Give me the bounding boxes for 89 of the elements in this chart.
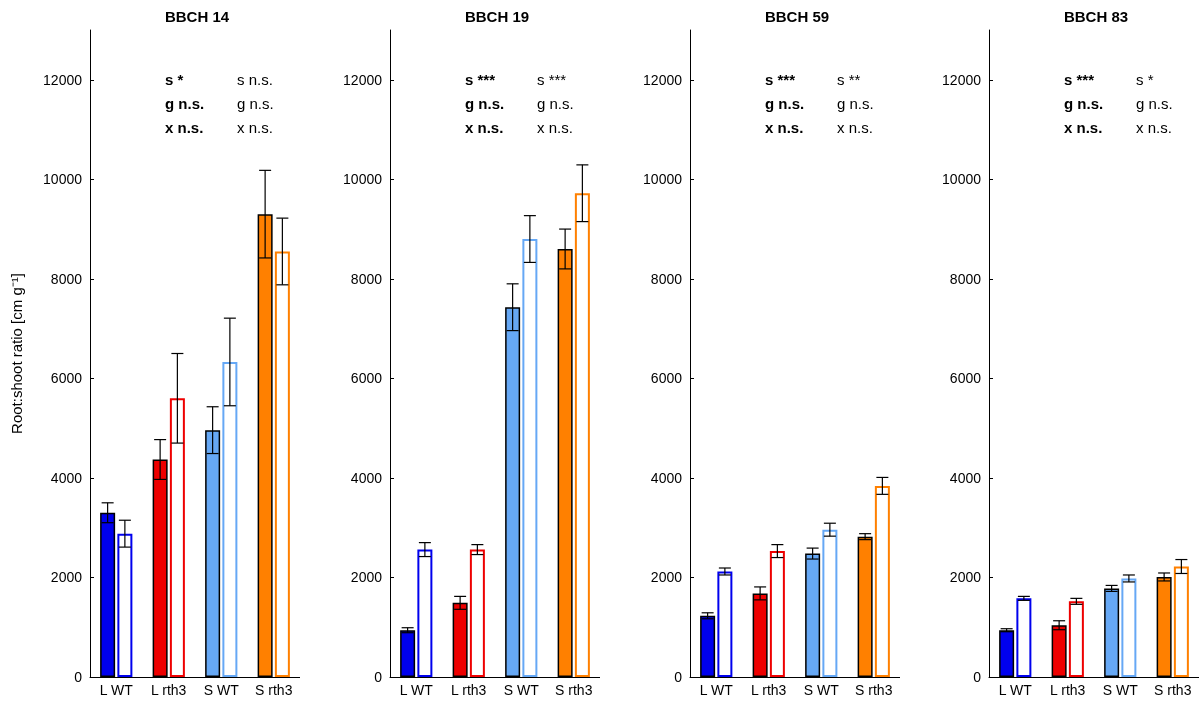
chart-title: BBCH 19 (464, 8, 530, 25)
y-tick-label: 12000 (43, 71, 83, 88)
y-tick-label: 4000 (50, 469, 83, 486)
x-tick-label: L WT (399, 682, 434, 698)
annotation: x n.s. (765, 119, 804, 136)
y-tick-label: 2000 (350, 569, 383, 586)
y-tick-label: 6000 (350, 370, 383, 387)
annotation: x n.s. (537, 119, 573, 136)
x-tick-label: L WT (699, 682, 734, 698)
chart-title: BBCH 59 (764, 8, 830, 25)
y-tick-label: 12000 (942, 71, 982, 88)
x-tick-label: S WT (803, 682, 840, 698)
chart-title: BBCH 83 (1063, 8, 1129, 25)
bar (469, 549, 485, 677)
x-tick-label: L rth3 (451, 682, 487, 698)
annotation: s ** (837, 71, 861, 88)
y-tick-label: 12000 (343, 71, 383, 88)
annotation: x n.s. (837, 119, 873, 136)
y-tick-label: 10000 (43, 171, 83, 188)
annotation: g n.s. (1064, 95, 1104, 112)
annotation: s * (165, 71, 184, 88)
y-tick-label: 10000 (942, 171, 982, 188)
bar (1121, 578, 1137, 677)
annotation: x n.s. (237, 119, 273, 136)
y-tick-label: 0 (674, 669, 683, 685)
y-tick-label: 6000 (50, 370, 83, 387)
annotation: s *** (537, 71, 567, 88)
y-tick-label: 0 (374, 669, 383, 685)
annotation: g n.s. (765, 95, 805, 112)
annotation: s * (1136, 71, 1154, 88)
x-tick-label: L WT (998, 682, 1033, 698)
y-tick-label: 8000 (650, 270, 683, 287)
bar (874, 485, 890, 677)
x-tick-label: L rth3 (751, 682, 787, 698)
x-tick-label: L WT (99, 682, 134, 698)
annotation: g n.s. (165, 95, 205, 112)
y-tick-label: 4000 (949, 469, 982, 486)
bar (522, 239, 538, 677)
x-tick-label: S rth3 (1154, 682, 1192, 698)
y-tick-label: 10000 (343, 171, 383, 188)
annotation: g n.s. (465, 95, 505, 112)
annotation: g n.s. (537, 95, 574, 112)
y-tick-label: 4000 (650, 469, 683, 486)
chart-title: BBCH 14 (164, 8, 230, 25)
y-tick-label: 2000 (650, 569, 683, 586)
annotation: s *** (465, 71, 496, 88)
bar (274, 251, 290, 677)
y-tick-label: 8000 (350, 270, 383, 287)
y-tick-label: 8000 (50, 270, 83, 287)
annotation: s n.s. (237, 71, 273, 88)
annotation: g n.s. (837, 95, 874, 112)
annotation: x n.s. (465, 119, 504, 136)
x-tick-label: S rth3 (555, 682, 593, 698)
y-tick-label: 6000 (949, 370, 982, 387)
annotation: g n.s. (1136, 95, 1173, 112)
annotation: x n.s. (165, 119, 204, 136)
bar (717, 571, 733, 677)
x-tick-label: S WT (503, 682, 540, 698)
y-tick-label: 2000 (949, 569, 982, 586)
x-tick-label: L rth3 (151, 682, 187, 698)
y-tick-label: 2000 (50, 569, 83, 586)
x-tick-label: S rth3 (255, 682, 293, 698)
y-tick-label: 0 (973, 669, 982, 685)
bar (169, 398, 185, 677)
bar (574, 193, 590, 677)
y-axis-title: Root:shoot ratio [cm g⁻¹] (8, 273, 25, 434)
x-tick-label: S WT (1102, 682, 1139, 698)
bar (222, 361, 238, 677)
y-tick-label: 4000 (350, 469, 383, 486)
bar (769, 551, 785, 677)
bar (1016, 598, 1032, 677)
y-tick-label: 6000 (650, 370, 683, 387)
annotation: s *** (765, 71, 796, 88)
annotation: g n.s. (237, 95, 274, 112)
y-tick-label: 8000 (949, 270, 982, 287)
x-tick-label: S rth3 (855, 682, 893, 698)
y-tick-label: 0 (74, 669, 83, 685)
annotation: s *** (1064, 71, 1095, 88)
bar (1068, 601, 1084, 677)
annotation: x n.s. (1064, 119, 1103, 136)
annotation: x n.s. (1136, 119, 1172, 136)
x-tick-label: L rth3 (1050, 682, 1086, 698)
bar (417, 549, 433, 677)
bar (822, 529, 838, 677)
y-tick-label: 10000 (643, 171, 683, 188)
y-tick-label: 12000 (643, 71, 683, 88)
bar (117, 533, 133, 677)
bar (1173, 566, 1189, 677)
x-tick-label: S WT (203, 682, 240, 698)
